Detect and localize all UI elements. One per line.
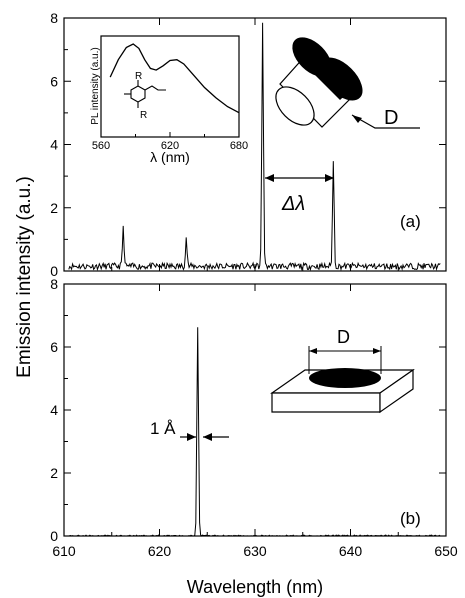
inset-x-tick-label: 620 xyxy=(161,140,179,152)
x-tick-label-b: 640 xyxy=(339,543,363,559)
y-tick-label-a: 4 xyxy=(50,137,58,153)
molecule-r-bottom: R xyxy=(140,110,147,121)
x-tick-label-b: 650 xyxy=(434,543,458,559)
y-tick-label-a: 0 xyxy=(50,263,58,279)
y-tick-label-b: 6 xyxy=(50,339,58,355)
y-tick-label-b: 2 xyxy=(50,465,58,481)
disk-diagram: D xyxy=(270,327,415,414)
panel-a-ticks: 0 2 4 6 8 xyxy=(50,10,447,279)
disk-diameter-label: D xyxy=(337,327,350,347)
x-tick-label-b: 610 xyxy=(52,543,76,559)
panel-b-label: (b) xyxy=(400,509,421,528)
y-tick-label-b: 4 xyxy=(50,402,58,418)
y-tick-label-a: 8 xyxy=(50,10,58,26)
linewidth-label: 1 Å xyxy=(150,419,176,438)
delta-lambda-annotation: Δλ xyxy=(265,174,334,215)
x-tick-label-b: 620 xyxy=(148,543,172,559)
inset-chart: 560 620 680 PL intensity (a.u.) λ (nm) R R xyxy=(90,35,248,165)
y-axis-title: Emission intensity (a.u.) xyxy=(14,176,35,378)
inset-pl-curve xyxy=(109,43,240,114)
spectrum-a-line xyxy=(68,22,441,272)
panel-a-label: (a) xyxy=(400,212,421,231)
panel-b-ticks: 0 2 4 6 8 610 620 630 640 650 xyxy=(50,276,458,559)
x-axis-title: Wavelength (nm) xyxy=(187,577,323,597)
inset-y-title: PL intensity (a.u.) xyxy=(90,47,101,124)
cylinder-diagram: D xyxy=(275,37,420,129)
y-tick-label-a: 6 xyxy=(50,73,58,89)
inset-x-tick-label: 560 xyxy=(92,140,110,152)
fiber-diameter-label: D xyxy=(384,107,398,129)
delta-lambda-label: Δλ xyxy=(281,193,305,215)
molecule-r-top: R xyxy=(135,71,142,82)
y-tick-label-b: 8 xyxy=(50,276,58,292)
y-tick-label-b: 0 xyxy=(50,528,58,544)
spectrum-b-line xyxy=(68,327,441,537)
inset-frame xyxy=(100,35,240,138)
x-tick-label-b: 630 xyxy=(243,543,267,559)
linewidth-annotation: 1 Å xyxy=(150,419,229,441)
molecule-structure xyxy=(124,80,166,108)
y-tick-label-a: 2 xyxy=(50,200,58,216)
inset-ticks: 560 620 680 xyxy=(92,132,248,152)
inset-x-tick-label: 680 xyxy=(230,140,248,152)
panel-b-frame xyxy=(63,283,447,537)
inset-x-title: λ (nm) xyxy=(150,149,190,165)
